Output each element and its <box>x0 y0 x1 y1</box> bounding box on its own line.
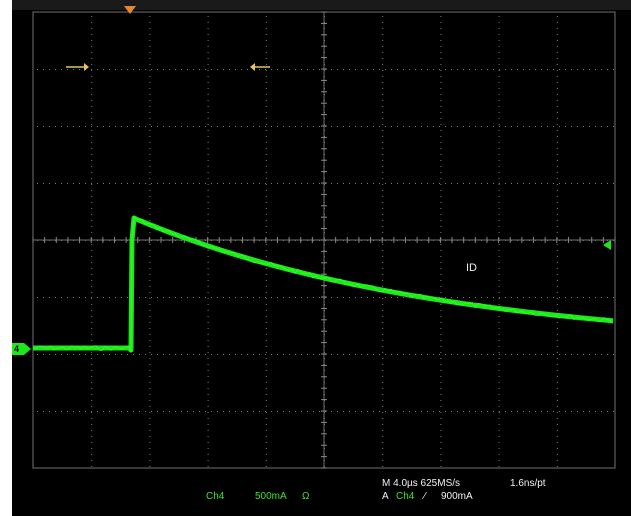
arrow-right-icon[interactable] <box>66 63 89 71</box>
gridlines <box>37 16 614 467</box>
channel-scale: 500mA <box>255 491 287 502</box>
trigger-level-icon[interactable] <box>603 240 611 250</box>
waveform-label: ID <box>466 262 477 274</box>
waveform-trace-noise <box>32 215 614 353</box>
trigger-prefix: A <box>382 491 389 502</box>
arrow-left-icon[interactable] <box>250 63 270 71</box>
record-resolution: 1.6ns/pt <box>510 478 546 489</box>
channel-label: Ch4 <box>206 491 225 502</box>
trigger-position-icon[interactable] <box>124 6 136 14</box>
header-bar <box>12 0 631 10</box>
timebase-readout: M 4.0µs 625MS/s <box>382 478 461 489</box>
trigger-channel: Ch4 <box>396 491 415 502</box>
channel-coupling: Ω <box>302 491 310 502</box>
channel-ground-marker-icon[interactable] <box>12 343 24 355</box>
channel-ground-marker-arrow <box>24 343 31 355</box>
trigger-level: 900mA <box>441 491 473 502</box>
screen-background <box>12 0 631 516</box>
trigger-slope: ⁄ <box>424 491 426 502</box>
channel-marker-label: 4 <box>14 344 20 354</box>
